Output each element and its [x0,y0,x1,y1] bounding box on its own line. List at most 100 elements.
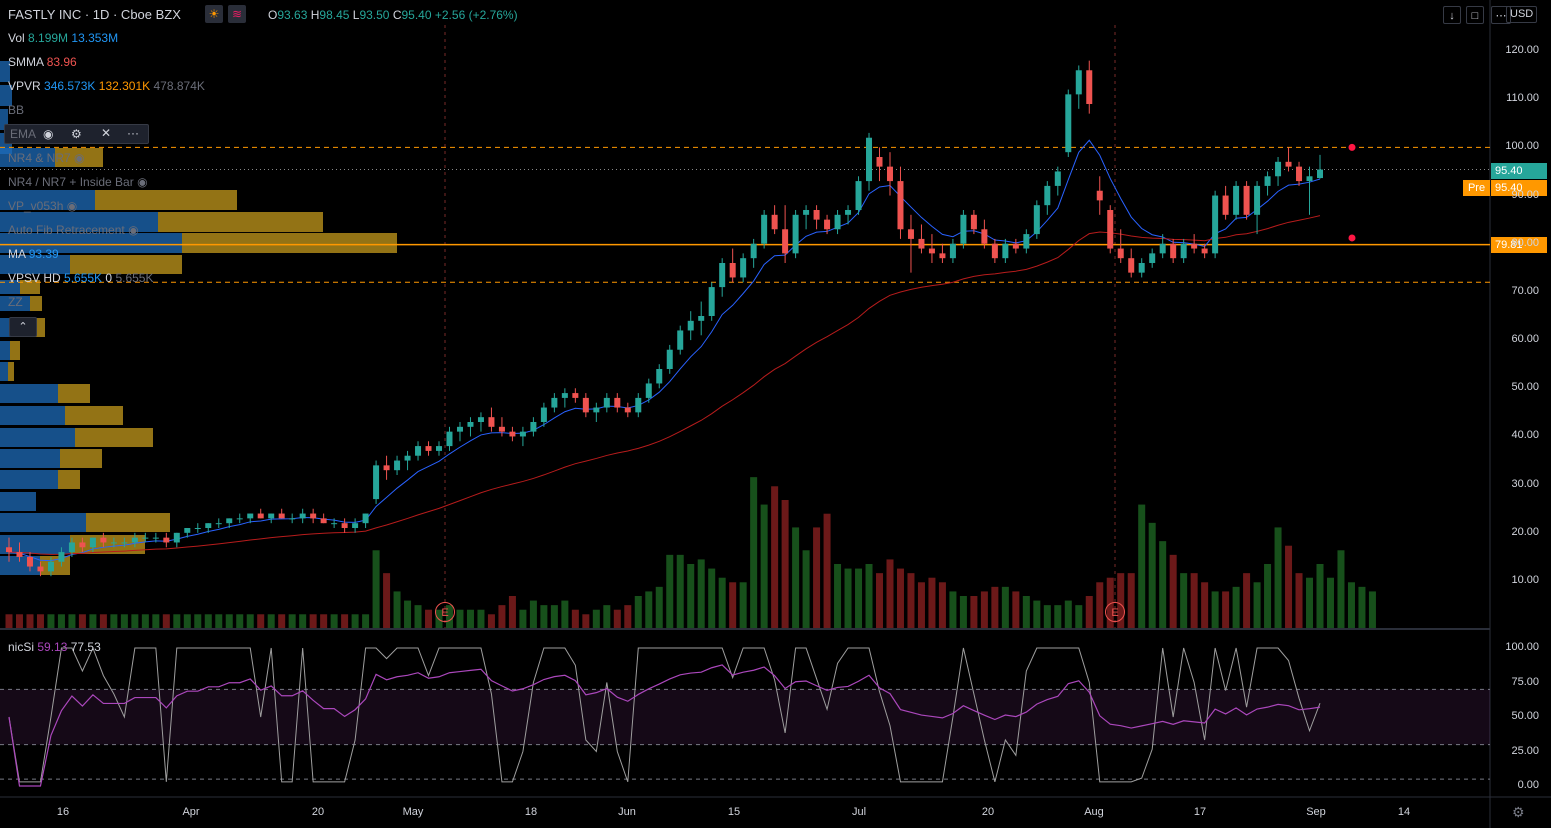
candle-body [1033,205,1040,235]
square-icon[interactable]: □ [1466,6,1484,24]
more-dots-icon[interactable]: ··· [127,126,139,140]
volume-profile-row [0,255,70,274]
hide-eye-icon[interactable]: ◉ [43,127,54,141]
candle-body [394,460,401,471]
candle-body [1117,248,1124,259]
volume-bar [110,614,118,628]
settings-gear-icon[interactable]: ⚙ [1512,804,1525,820]
candle-body [603,397,610,408]
volume-bar [236,614,244,628]
more-dots-icon[interactable]: ⋯ [1491,6,1511,24]
candle-body [824,219,831,230]
volume-profile-row [0,296,30,311]
time-axis-tick: 14 [1397,806,1411,818]
ema-legend-toolbar[interactable]: EMA ◉ ⚙ ✕ ··· [4,124,149,144]
legend-ma[interactable]: MA 93.39 [8,247,59,261]
alert-dot [1348,143,1356,151]
volume-bar [928,577,936,628]
legend-nr[interactable]: NR4 & NR7 ◉ [8,151,85,165]
legend-fib[interactable]: Auto Fib Retracement ◉ [8,223,139,237]
candle-body [352,523,359,528]
earnings-marker[interactable]: E [1105,602,1125,622]
legend-nicsi[interactable]: nicSi 59.13 77.53 [8,640,101,654]
currency-label[interactable]: USD [1506,6,1538,23]
volume-bar [1064,600,1072,628]
volume-bar [1295,573,1303,628]
collapse-legend-button[interactable]: ⌃ [9,317,37,337]
candle-body [1180,243,1187,259]
candle-body [467,422,474,427]
stoch-line [8,646,1321,783]
candle-body [299,513,306,519]
volume-profile-row [8,362,14,381]
volume-bar [959,596,967,628]
sun-icon[interactable]: ☀ [205,5,223,23]
volume-profile-row [30,296,42,311]
wave-icon[interactable]: ≋ [228,5,246,23]
candle-body [1212,195,1219,254]
legend-vp[interactable]: VP_v053h ◉ [8,199,78,213]
candle-body [26,556,33,567]
volume-bar [876,573,884,628]
candle-body [362,513,369,524]
legend-bb[interactable]: BB [8,103,25,117]
candle-body [1264,176,1271,186]
hidden-eye-icon[interactable]: ◉ [74,151,85,165]
volume-bar [68,614,76,628]
volume-bar [1337,550,1345,628]
volume-bar [739,582,747,628]
arrow-down-icon[interactable]: ↓ [1443,6,1461,24]
volume-bar [519,609,527,628]
candle-body [425,446,432,451]
legend-zz[interactable]: ZZ [8,295,23,309]
volume-bar [1148,522,1156,628]
candle-body [320,518,327,524]
volume-bar [288,614,296,628]
volume-bar [813,527,821,628]
candle-body [446,431,453,447]
volume-bar [1211,591,1219,628]
legend-vpsv[interactable]: VPSV HD 5.655K 0 5.655K [8,271,154,285]
legend-nr-inside[interactable]: NR4 / NR7 + Inside Bar ◉ [8,175,148,189]
candle-body [1012,243,1019,249]
volume-bar [771,486,779,628]
time-axis-tick: 20 [311,806,325,818]
earnings-marker[interactable]: E [435,602,455,622]
volume-profile-row [0,212,158,232]
volume-bar [1358,586,1366,628]
candle-body [991,243,998,259]
volume-bar [1085,596,1093,628]
candle-body [876,157,883,167]
volume-bar [907,573,915,628]
candle-body [519,431,526,437]
settings-gear-icon[interactable]: ⚙ [71,127,82,141]
volume-profile-row [70,255,182,274]
remove-close-icon[interactable]: ✕ [101,126,112,140]
price-axis-tick: 100.00 [1505,140,1539,153]
volume-bar [141,614,149,628]
volume-bar [152,614,160,628]
volume-bar [529,600,537,628]
candle-body [1096,190,1103,201]
candle-body [89,537,96,548]
hidden-eye-icon[interactable]: ◉ [66,199,78,213]
osc-axis-tick: 50.00 [1511,710,1539,722]
candle-body [897,181,904,230]
hidden-eye-icon[interactable]: ◉ [137,175,148,189]
ema-line [8,139,1321,562]
time-axis-tick: 20 [981,806,995,818]
volume-bar [120,614,128,628]
volume-bar [1264,564,1272,628]
volume-bar [1043,605,1051,628]
candle-body [1044,185,1051,206]
legend-smma[interactable]: SMMA 83.96 [8,55,77,69]
alert-dot [1348,234,1356,242]
volume-bar [718,577,726,628]
volume-bar [592,609,600,628]
candle-body [1285,161,1292,167]
hidden-eye-icon[interactable]: ◉ [128,223,139,237]
legend-vol[interactable]: Vol 8.199M 13.353M [8,31,119,45]
legend-vpvr[interactable]: VPVR 346.573K 132.301K 478.874K [8,79,205,93]
candle-body [488,417,495,427]
